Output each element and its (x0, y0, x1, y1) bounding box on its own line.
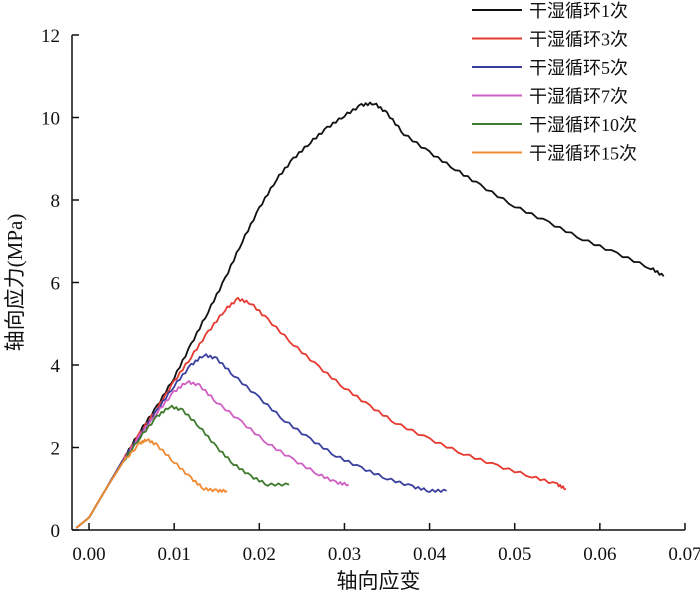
x-tick-label: 0.05 (498, 544, 531, 565)
y-axis-title: 轴向应力(MPa) (3, 214, 27, 352)
x-tick-label: 0.07 (668, 544, 700, 565)
x-tick-label: 0.04 (413, 544, 447, 565)
series-line (75, 438, 228, 529)
x-axis-title: 轴向应变 (337, 569, 421, 593)
series-line (75, 101, 665, 529)
y-tick-label: 6 (51, 274, 61, 295)
y-tick-label: 4 (51, 356, 61, 377)
legend-label: 干湿循环10次 (529, 115, 637, 135)
y-tick-label: 2 (51, 439, 61, 460)
series-line (75, 296, 567, 529)
legend-label: 干湿循环5次 (529, 58, 628, 78)
x-tick-label: 0.06 (583, 544, 616, 565)
x-tick-label: 0.03 (328, 544, 361, 565)
series-line (75, 380, 350, 529)
x-tick-label: 0.00 (72, 544, 105, 565)
series-line (75, 404, 290, 529)
y-tick-label: 0 (51, 521, 61, 542)
legend-label: 干湿循环7次 (529, 87, 628, 107)
y-tick-label: 10 (41, 109, 60, 130)
y-tick-label: 12 (41, 26, 60, 47)
legend-label: 干湿循环15次 (529, 144, 637, 164)
y-tick-label: 8 (51, 191, 61, 212)
series-lines (75, 101, 665, 529)
x-tick-label: 0.01 (158, 544, 191, 565)
series-line (75, 353, 447, 529)
axes: 0 2 4 6 8 10 12 0.00 0.01 0.02 0.03 0.04 0.05 0.06 0.0… (41, 26, 700, 565)
legend-label: 干湿循环1次 (529, 1, 628, 21)
legend-label: 干湿循环3次 (529, 30, 628, 50)
x-tick-label: 0.02 (243, 544, 276, 565)
